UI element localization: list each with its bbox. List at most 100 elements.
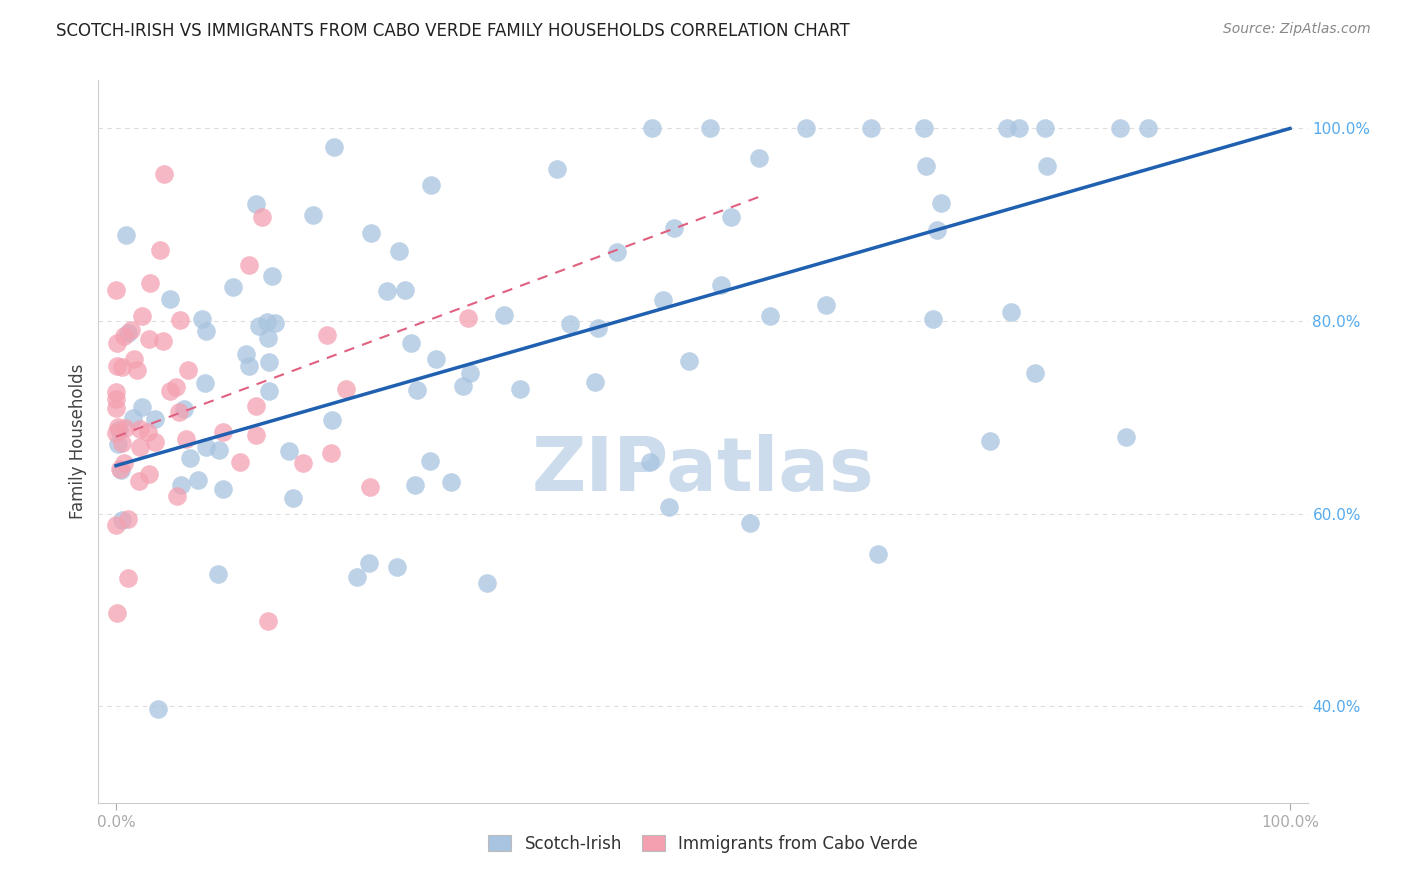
Point (173, 402, 195, 417)
Point (420, 178, 443, 193)
Point (143, 412, 166, 426)
Point (105, 335, 128, 350)
Point (360, 227, 382, 241)
Point (114, 421, 136, 435)
Point (131, 309, 153, 323)
Point (235, 347, 257, 361)
Point (146, 701, 169, 715)
Point (222, 280, 245, 294)
Point (925, 223, 948, 237)
Point (995, 121, 1018, 136)
Point (212, 425, 235, 439)
Point (699, 121, 721, 136)
Point (107, 436, 129, 450)
Point (278, 444, 301, 458)
Point (1000, 305, 1022, 319)
Point (291, 456, 314, 470)
Point (678, 354, 700, 368)
Point (509, 382, 531, 396)
Point (114, 228, 136, 243)
Point (207, 566, 229, 581)
Point (138, 333, 160, 347)
Point (759, 310, 782, 324)
Point (250, 210, 273, 224)
Point (457, 310, 479, 325)
Point (111, 436, 134, 450)
Point (257, 331, 280, 345)
Point (245, 399, 267, 413)
Point (921, 311, 943, 326)
Point (404, 478, 426, 492)
Point (177, 362, 200, 376)
Point (477, 576, 499, 591)
Point (121, 411, 143, 425)
Point (458, 366, 481, 380)
Point (105, 283, 128, 297)
Point (112, 328, 135, 343)
Point (419, 454, 441, 468)
Point (1137, 121, 1160, 136)
Point (138, 467, 160, 482)
Point (388, 244, 411, 259)
Point (105, 392, 128, 406)
Point (169, 312, 191, 326)
Point (179, 451, 201, 466)
Point (166, 489, 188, 503)
Point (583, 376, 606, 390)
Point (117, 512, 139, 526)
Point (794, 121, 817, 136)
Point (111, 359, 134, 374)
Point (375, 285, 398, 299)
Point (720, 211, 742, 225)
Point (606, 244, 628, 259)
Point (207, 442, 229, 457)
Point (127, 362, 149, 376)
Point (187, 473, 209, 487)
Point (139, 276, 162, 290)
Point (194, 324, 217, 338)
Point (1024, 366, 1046, 380)
Point (117, 571, 139, 585)
Point (138, 425, 160, 439)
Point (740, 516, 762, 530)
Point (152, 334, 174, 349)
Legend: Scotch-Irish, Immigrants from Cabo Verde: Scotch-Irish, Immigrants from Cabo Verde (481, 828, 925, 860)
Point (105, 385, 128, 400)
Point (165, 380, 187, 394)
Point (108, 423, 131, 437)
Point (110, 463, 132, 477)
Point (129, 440, 152, 454)
Point (229, 455, 252, 469)
Point (105, 359, 128, 373)
Point (105, 401, 128, 416)
Point (316, 328, 339, 343)
Point (174, 432, 197, 446)
Point (664, 221, 686, 235)
Point (586, 321, 609, 335)
Point (120, 323, 142, 337)
Point (860, 121, 883, 136)
Point (346, 570, 368, 584)
Point (425, 352, 447, 367)
Point (256, 314, 278, 328)
Point (131, 401, 153, 415)
Point (814, 298, 837, 312)
Point (657, 500, 679, 515)
Point (170, 478, 193, 492)
Point (212, 482, 235, 496)
Point (929, 196, 952, 211)
Point (1108, 121, 1130, 136)
Point (238, 359, 260, 373)
Point (191, 311, 214, 326)
Point (401, 335, 423, 350)
Point (406, 383, 429, 397)
Point (264, 317, 287, 331)
Point (124, 351, 146, 366)
Point (1035, 159, 1057, 173)
Point (245, 196, 267, 211)
Point (105, 518, 128, 533)
Point (262, 269, 284, 284)
Point (247, 319, 270, 334)
Point (107, 420, 129, 434)
Point (257, 355, 280, 369)
